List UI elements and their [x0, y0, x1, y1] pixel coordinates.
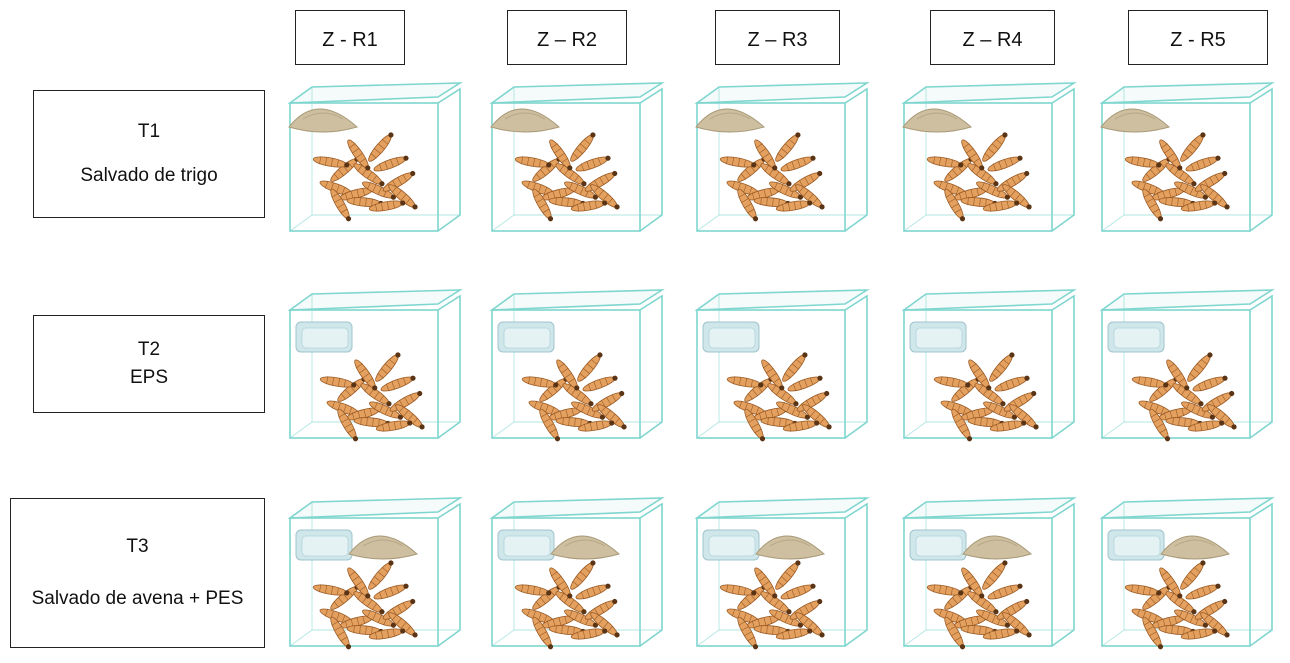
- substrate-icon: [295, 529, 419, 561]
- aquarium-glass-icon: [694, 82, 870, 232]
- tank-t1-r1: [278, 75, 468, 245]
- row-code-t2: T2: [137, 339, 161, 361]
- substrate-icon: [1107, 321, 1165, 353]
- aquarium-glass-icon: [901, 82, 1077, 232]
- tank-t3-r3: [685, 490, 875, 660]
- substrate-icon: [1107, 529, 1231, 561]
- aquarium-glass-icon: [287, 82, 463, 232]
- larvae-icon: [719, 560, 825, 650]
- row-label-t1: T1 Salvado de trigo: [33, 90, 265, 218]
- larvae-icon: [933, 352, 1039, 442]
- row-code-t3: T3: [126, 536, 149, 558]
- row-desc-t2: EPS: [129, 367, 169, 388]
- larvae-icon: [1131, 352, 1237, 442]
- larvae-icon: [719, 132, 825, 222]
- substrate-icon: [295, 321, 353, 353]
- larvae-icon: [1124, 132, 1230, 222]
- substrate-icon: [490, 108, 561, 133]
- tank-t2-r2: [480, 282, 670, 452]
- larvae-icon: [514, 132, 620, 222]
- larvae-icon: [312, 560, 418, 650]
- aquarium-glass-icon: [901, 289, 1077, 442]
- tank-t3-r4: [892, 490, 1082, 660]
- aquarium-glass-icon: [287, 497, 463, 650]
- substrate-icon: [695, 108, 766, 133]
- substrate-icon: [497, 529, 621, 561]
- column-header-r1: Z - R1: [295, 10, 405, 65]
- aquarium-glass-icon: [489, 289, 665, 442]
- tank-t3-r1: [278, 490, 468, 660]
- tank-t2-r3: [685, 282, 875, 452]
- aquarium-glass-icon: [1099, 82, 1275, 232]
- larvae-icon: [514, 560, 620, 650]
- substrate-icon: [288, 108, 359, 133]
- tank-t1-r4: [892, 75, 1082, 245]
- column-header-r4: Z – R4: [930, 10, 1055, 65]
- larvae-icon: [319, 352, 425, 442]
- substrate-icon: [902, 108, 973, 133]
- tank-t3-r2: [480, 490, 670, 660]
- row-label-t2: T2 EPS: [33, 315, 265, 413]
- column-header-r3: Z – R3: [715, 10, 840, 65]
- row-code-t1: T1: [137, 121, 161, 143]
- aquarium-glass-icon: [489, 82, 665, 232]
- tank-t3-r5: [1090, 490, 1280, 660]
- aquarium-glass-icon: [287, 289, 463, 442]
- larvae-icon: [521, 352, 627, 442]
- tank-t1-r5: [1090, 75, 1280, 245]
- substrate-icon: [1100, 108, 1171, 133]
- larvae-icon: [1124, 560, 1230, 650]
- tank-t2-r4: [892, 282, 1082, 452]
- aquarium-glass-icon: [901, 497, 1077, 650]
- substrate-icon: [909, 321, 967, 353]
- tank-t1-r3: [685, 75, 875, 245]
- aquarium-glass-icon: [694, 289, 870, 442]
- row-desc-t3: Salvado de avena + PES: [31, 588, 244, 609]
- column-header-r5: Z - R5: [1128, 10, 1268, 65]
- larvae-icon: [726, 352, 832, 442]
- aquarium-glass-icon: [1099, 497, 1275, 650]
- row-label-t3: T3 Salvado de avena + PES: [10, 498, 265, 648]
- substrate-icon: [909, 529, 1033, 561]
- tank-t2-r1: [278, 282, 468, 452]
- larvae-icon: [926, 132, 1032, 222]
- tank-t1-r2: [480, 75, 670, 245]
- substrate-icon: [702, 529, 826, 561]
- aquarium-glass-icon: [694, 497, 870, 650]
- aquarium-glass-icon: [489, 497, 665, 650]
- substrate-icon: [497, 321, 555, 353]
- column-header-r2: Z – R2: [507, 10, 627, 65]
- aquarium-glass-icon: [1099, 289, 1275, 442]
- tank-t2-r5: [1090, 282, 1280, 452]
- larvae-icon: [926, 560, 1032, 650]
- row-desc-t1: Salvado de trigo: [80, 165, 218, 186]
- larvae-icon: [312, 132, 418, 222]
- substrate-icon: [702, 321, 760, 353]
